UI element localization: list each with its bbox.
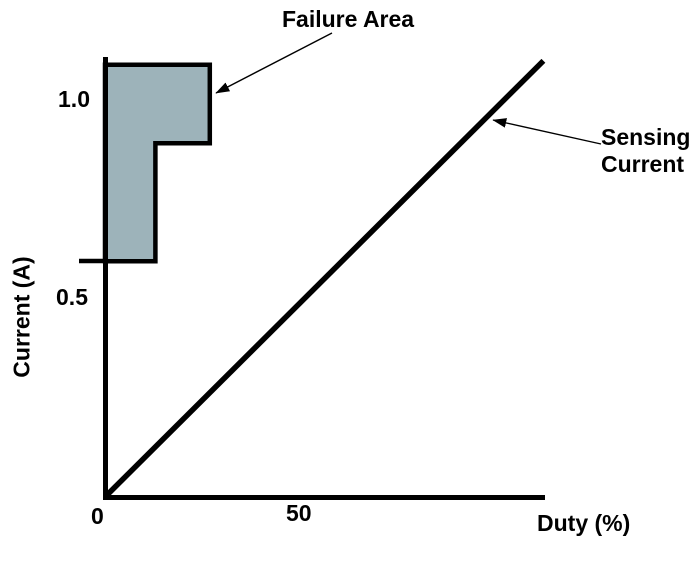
failure-area-arrow (215, 32, 333, 94)
y-tick-1-0: 1.0 (58, 86, 90, 112)
x-axis-label: Duty (%) (537, 510, 631, 536)
failure-area-label: Failure Area (282, 6, 415, 32)
x-tick-50: 50 (286, 500, 312, 526)
y-axis-label: Current (A) (8, 256, 35, 378)
sensing-current-label: Sensing Current (601, 124, 691, 177)
sensing-current-line (103, 58, 546, 499)
failure-area-polygon (102, 62, 213, 264)
x-tick-0: 0 (91, 503, 104, 529)
sensing-current-arrow (492, 118, 602, 145)
y-tick-0-5: 0.5 (56, 284, 88, 310)
